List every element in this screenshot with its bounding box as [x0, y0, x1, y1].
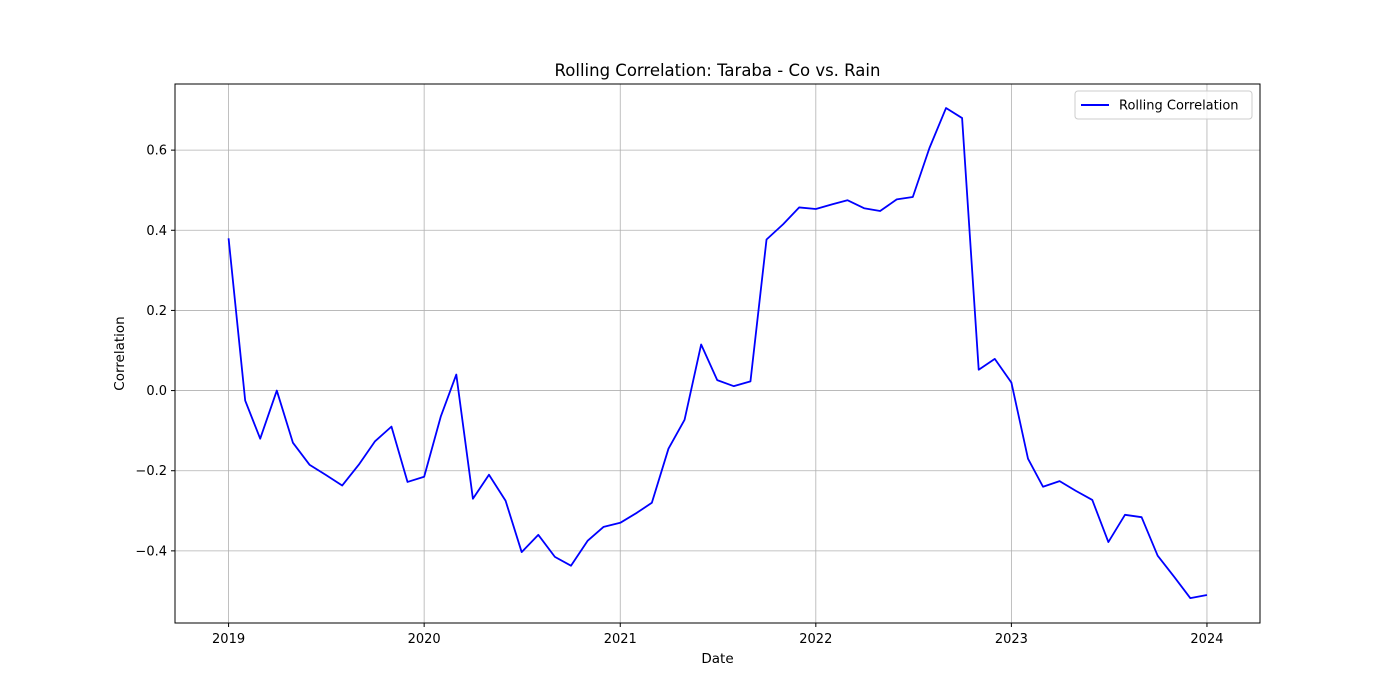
series-layer	[227, 107, 1208, 600]
y-axis-label: Correlation	[112, 316, 128, 390]
x-tick-label: 2019	[212, 632, 245, 647]
y-tick-label: 0.2	[146, 304, 167, 319]
y-tick-label: 0.4	[146, 224, 167, 239]
x-tick-label: 2020	[408, 632, 441, 647]
y-tick-label: 0.0	[146, 384, 167, 399]
legend-box	[1074, 90, 1253, 120]
y-tick-label: −0.4	[135, 544, 167, 559]
legend: Rolling Correlation	[1074, 90, 1253, 120]
x-tick-label: 2024	[1190, 632, 1223, 647]
x-tick-label: 2022	[799, 632, 832, 647]
chart-title: Rolling Correlation: Taraba - Co vs. Rai…	[555, 61, 881, 80]
x-axis-label: Date	[701, 651, 733, 667]
series-line-rolling-correlation	[227, 107, 1208, 600]
y-tick-label: 0.6	[146, 144, 167, 159]
axis-ticks: 2019 2020 2021 2022 2023 2024 −0.4 −0.2 0.0 0.2 0.…	[135, 144, 1223, 647]
x-tick-label: 2021	[604, 632, 637, 647]
y-tick-label: −0.2	[135, 464, 167, 479]
legend-label: Rolling Correlation	[1119, 99, 1239, 114]
plot-frame	[174, 83, 1261, 624]
x-tick-label: 2023	[995, 632, 1028, 647]
grid-lines	[175, 84, 1260, 623]
